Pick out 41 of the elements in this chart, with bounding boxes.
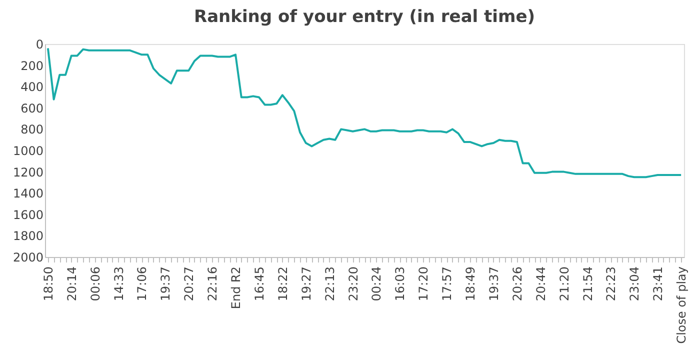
x-tick-label: 19:37 bbox=[486, 266, 501, 302]
x-tick-label: 20:26 bbox=[510, 266, 524, 302]
x-tick-label: 18:50 bbox=[41, 266, 56, 302]
x-tick-label: 21:20 bbox=[557, 266, 572, 302]
x-tick-label: 20:27 bbox=[182, 266, 196, 302]
x-tick-label: 19:27 bbox=[299, 266, 314, 302]
x-tick-label: 20:44 bbox=[534, 266, 548, 302]
y-tick-label: 400 bbox=[20, 80, 44, 94]
y-tick-label: 800 bbox=[20, 122, 44, 137]
x-tick-label: 17:57 bbox=[440, 266, 454, 302]
x-tick-label: End R2 bbox=[229, 266, 244, 310]
x-tick-label: 19:37 bbox=[158, 266, 173, 302]
x-tick-label: 00:24 bbox=[370, 266, 384, 302]
y-tick-label: 1200 bbox=[12, 165, 44, 180]
x-tick-label: 20:14 bbox=[64, 266, 79, 302]
y-tick-label: 200 bbox=[20, 58, 44, 73]
x-tick-label: 23:41 bbox=[651, 266, 666, 302]
x-tick-label: 18:49 bbox=[464, 266, 478, 302]
x-tick-label: 22:23 bbox=[604, 266, 618, 302]
line-series bbox=[46, 47, 682, 178]
y-tick-label: 1800 bbox=[12, 229, 44, 244]
x-tick-label: Close of play bbox=[674, 266, 689, 344]
y-tick-label: 1000 bbox=[12, 144, 44, 158]
x-tick-label: 14:33 bbox=[112, 266, 126, 302]
x-tick-label: 16:45 bbox=[252, 266, 266, 302]
x-tick-label: 23:20 bbox=[346, 266, 360, 302]
x-tick-label: 00:06 bbox=[88, 266, 102, 302]
x-tick-label: 22:16 bbox=[206, 266, 220, 302]
x-tick-label: 17:20 bbox=[416, 266, 431, 302]
x-tick-label: 21:54 bbox=[580, 266, 595, 302]
x-tick-label: 23:04 bbox=[628, 266, 642, 302]
y-tick-label: 0 bbox=[36, 38, 44, 52]
x-tick-label: 17:06 bbox=[135, 266, 150, 302]
y-tick-label: 1400 bbox=[12, 186, 44, 201]
y-tick-label: 1600 bbox=[12, 208, 44, 222]
y-tick-label: 2000 bbox=[12, 250, 44, 264]
x-tick-label: 18:22 bbox=[276, 266, 290, 302]
chart-title: Ranking of your entry (in real time) bbox=[194, 7, 536, 27]
y-tick-label: 600 bbox=[20, 101, 44, 116]
x-tick-label: 16:03 bbox=[393, 266, 408, 302]
x-tick-label: 22:13 bbox=[322, 266, 337, 302]
